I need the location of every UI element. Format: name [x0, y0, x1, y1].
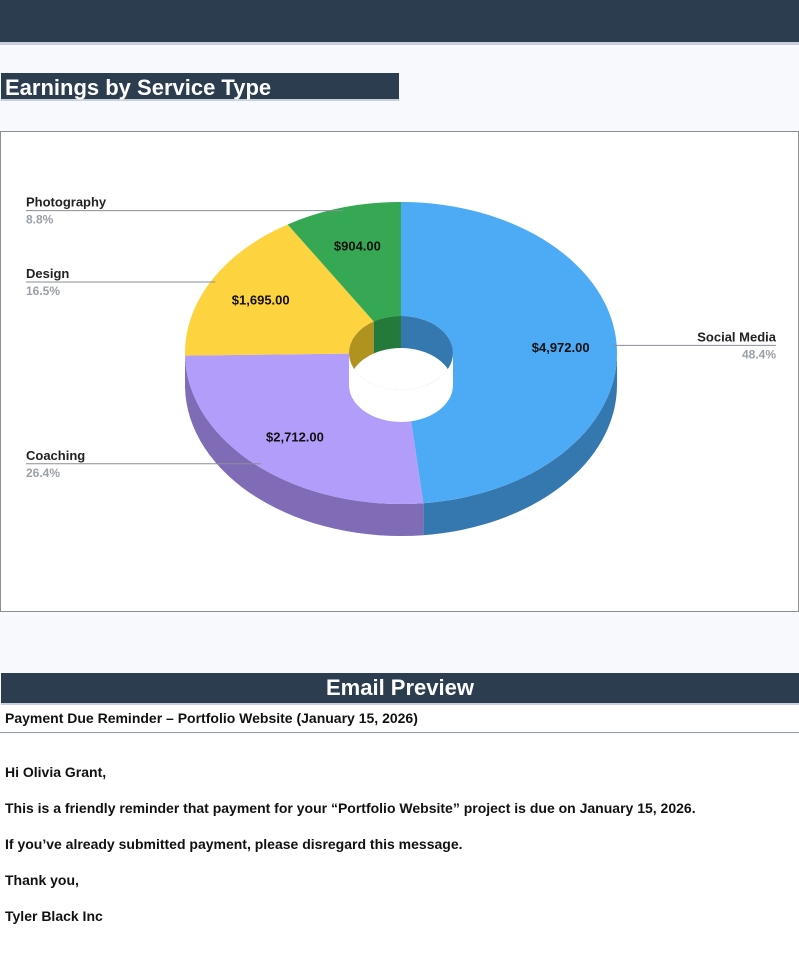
slice-photography[interactable] — [287, 202, 401, 322]
email-body: Hi Olivia Grant, This is a friendly remi… — [0, 734, 799, 971]
section-title: Earnings by Service Type — [1, 73, 399, 101]
percent-label-design: 16.5% — [26, 284, 60, 298]
slice-inner-wall-design — [349, 321, 374, 385]
email-greeting: Hi Olivia Grant, — [5, 764, 107, 780]
slice-side-coaching — [185, 355, 424, 536]
value-label-coaching: $2,712.00 — [266, 430, 324, 445]
percent-label-coaching: 26.4% — [26, 466, 60, 480]
email-body-line-2: If you’ve already submitted payment, ple… — [5, 836, 463, 852]
slice-design[interactable] — [185, 224, 374, 356]
email-signature: Tyler Black Inc — [5, 908, 103, 924]
slice-inner-wall-social-media — [401, 316, 453, 385]
donut-hole — [349, 353, 453, 422]
earnings-chart: $4,972.00 $2,712.00 $1,695.00 $904.00 Social… — [0, 131, 799, 612]
top-header-bar — [0, 0, 799, 45]
percent-label-social-media: 48.4% — [742, 347, 776, 361]
slice-social-media[interactable] — [401, 202, 617, 504]
category-label-coaching: Coaching — [26, 448, 85, 463]
category-label-social-media: Social Media — [697, 329, 777, 344]
email-preview-header: Email Preview — [1, 673, 799, 705]
email-body-line-1: This is a friendly reminder that payment… — [5, 800, 696, 816]
email-closing: Thank you, — [5, 872, 79, 888]
value-label-design: $1,695.00 — [232, 292, 290, 307]
percent-label-photography: 8.8% — [26, 213, 54, 227]
slice-inner-wall-photography — [373, 316, 401, 354]
category-label-photography: Photography — [26, 195, 107, 210]
category-label-design: Design — [26, 266, 69, 281]
value-label-photography: $904.00 — [334, 238, 381, 253]
value-label-social-media: $4,972.00 — [532, 340, 590, 355]
earnings-donut-chart: $4,972.00 $2,712.00 $1,695.00 $904.00 Social… — [26, 195, 777, 536]
slice-side-social-media — [423, 353, 617, 536]
email-subject: Payment Due Reminder – Portfolio Website… — [0, 705, 799, 733]
